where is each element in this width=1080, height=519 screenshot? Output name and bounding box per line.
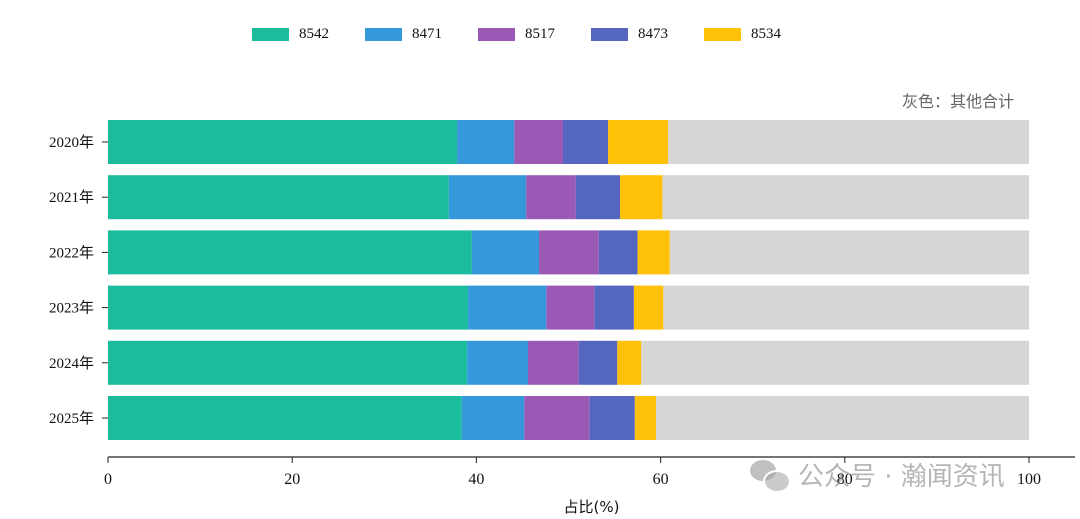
bar-segment-8473-2023年 bbox=[594, 285, 634, 330]
y-tick-label: 2021年 bbox=[49, 189, 94, 206]
x-tick-label: 100 bbox=[1017, 471, 1041, 488]
legend-swatch bbox=[365, 28, 402, 41]
legend-label: 8473 bbox=[638, 26, 668, 42]
legend-swatch bbox=[478, 28, 515, 41]
bar-segment-other-2020年 bbox=[667, 120, 1029, 164]
bar-segment-8473-2024年 bbox=[578, 340, 618, 385]
bar-segment-other-2024年 bbox=[641, 340, 1029, 385]
bar-segment-8473-2022年 bbox=[598, 230, 638, 275]
x-tick-label: 60 bbox=[653, 471, 669, 488]
gray-note-annotation: 灰色：其他合计 bbox=[902, 92, 1015, 111]
bar-segment-8517-2021年 bbox=[526, 175, 576, 220]
bar-segment-8534-2021年 bbox=[620, 175, 663, 220]
legend-swatch bbox=[252, 28, 289, 41]
bar-segment-other-2023年 bbox=[663, 285, 1029, 330]
legend-label: 8542 bbox=[299, 26, 329, 42]
bar-segment-8534-2020年 bbox=[608, 120, 668, 164]
bar-segment-8517-2025年 bbox=[524, 396, 590, 440]
bar-segment-8471-2020年 bbox=[457, 120, 515, 164]
y-tick-label: 2020年 bbox=[49, 134, 94, 151]
watermark: 公众号 · 瀚闻资讯 bbox=[750, 456, 1005, 493]
y-tick-label: 2023年 bbox=[49, 300, 94, 317]
bar-segment-8473-2021年 bbox=[575, 175, 621, 220]
bar-segment-8542-2024年 bbox=[108, 340, 468, 385]
bar-segment-8534-2023年 bbox=[633, 285, 664, 330]
bar-segment-8542-2020年 bbox=[108, 120, 458, 164]
legend-item-8473: 8473 bbox=[591, 26, 668, 43]
legend-label: 8517 bbox=[525, 26, 555, 42]
x-tick-label: 20 bbox=[284, 471, 300, 488]
bar-segment-8471-2023年 bbox=[468, 285, 547, 330]
legend-item-8542: 8542 bbox=[252, 26, 329, 43]
x-tick-label: 40 bbox=[468, 471, 484, 488]
legend-label: 8471 bbox=[412, 26, 442, 42]
wechat-icon bbox=[750, 458, 791, 493]
bar-segment-8471-2021年 bbox=[448, 175, 527, 220]
bar-segment-8517-2023年 bbox=[546, 285, 595, 330]
bar-segment-8517-2022年 bbox=[539, 230, 599, 275]
legend-swatch bbox=[704, 28, 741, 41]
bar-segment-8542-2022年 bbox=[108, 230, 472, 275]
x-axis-label: 占比(%) bbox=[564, 498, 620, 516]
y-tick-label: 2025年 bbox=[49, 410, 94, 427]
legend-swatch bbox=[591, 28, 628, 41]
bar-segment-8542-2025年 bbox=[108, 396, 462, 440]
bar-segment-8542-2021年 bbox=[108, 175, 449, 220]
x-tick-label: 0 bbox=[104, 471, 112, 488]
bar-segment-8542-2023年 bbox=[108, 285, 469, 330]
legend-item-8471: 8471 bbox=[365, 26, 442, 43]
bar-segment-8473-2025年 bbox=[589, 396, 635, 440]
y-tick-label: 2024年 bbox=[49, 355, 94, 372]
bar-segment-8473-2020年 bbox=[562, 120, 609, 164]
bar-segment-other-2022年 bbox=[669, 230, 1029, 275]
bar-segment-other-2021年 bbox=[662, 175, 1029, 220]
bar-segment-8471-2024年 bbox=[467, 340, 528, 385]
legend-label: 8534 bbox=[751, 26, 781, 42]
bar-segment-8534-2022年 bbox=[637, 230, 670, 275]
legend-item-8517: 8517 bbox=[478, 26, 555, 43]
y-tick-label: 2022年 bbox=[49, 244, 94, 261]
bar-segment-8534-2025年 bbox=[634, 396, 656, 440]
legend: 8542 8471 8517 8473 8534 bbox=[252, 26, 817, 43]
bar-segment-other-2025年 bbox=[655, 396, 1029, 440]
bar-segment-8534-2024年 bbox=[617, 340, 642, 385]
bar-segment-8517-2024年 bbox=[527, 340, 579, 385]
x-tick-label: 80 bbox=[837, 471, 853, 488]
watermark-text: 公众号 · 瀚闻资讯 bbox=[798, 462, 1005, 492]
bar-segment-8517-2020年 bbox=[514, 120, 563, 164]
legend-item-8534: 8534 bbox=[704, 26, 781, 43]
bar-segment-8471-2022年 bbox=[471, 230, 540, 275]
bar-segment-8471-2025年 bbox=[461, 396, 525, 440]
